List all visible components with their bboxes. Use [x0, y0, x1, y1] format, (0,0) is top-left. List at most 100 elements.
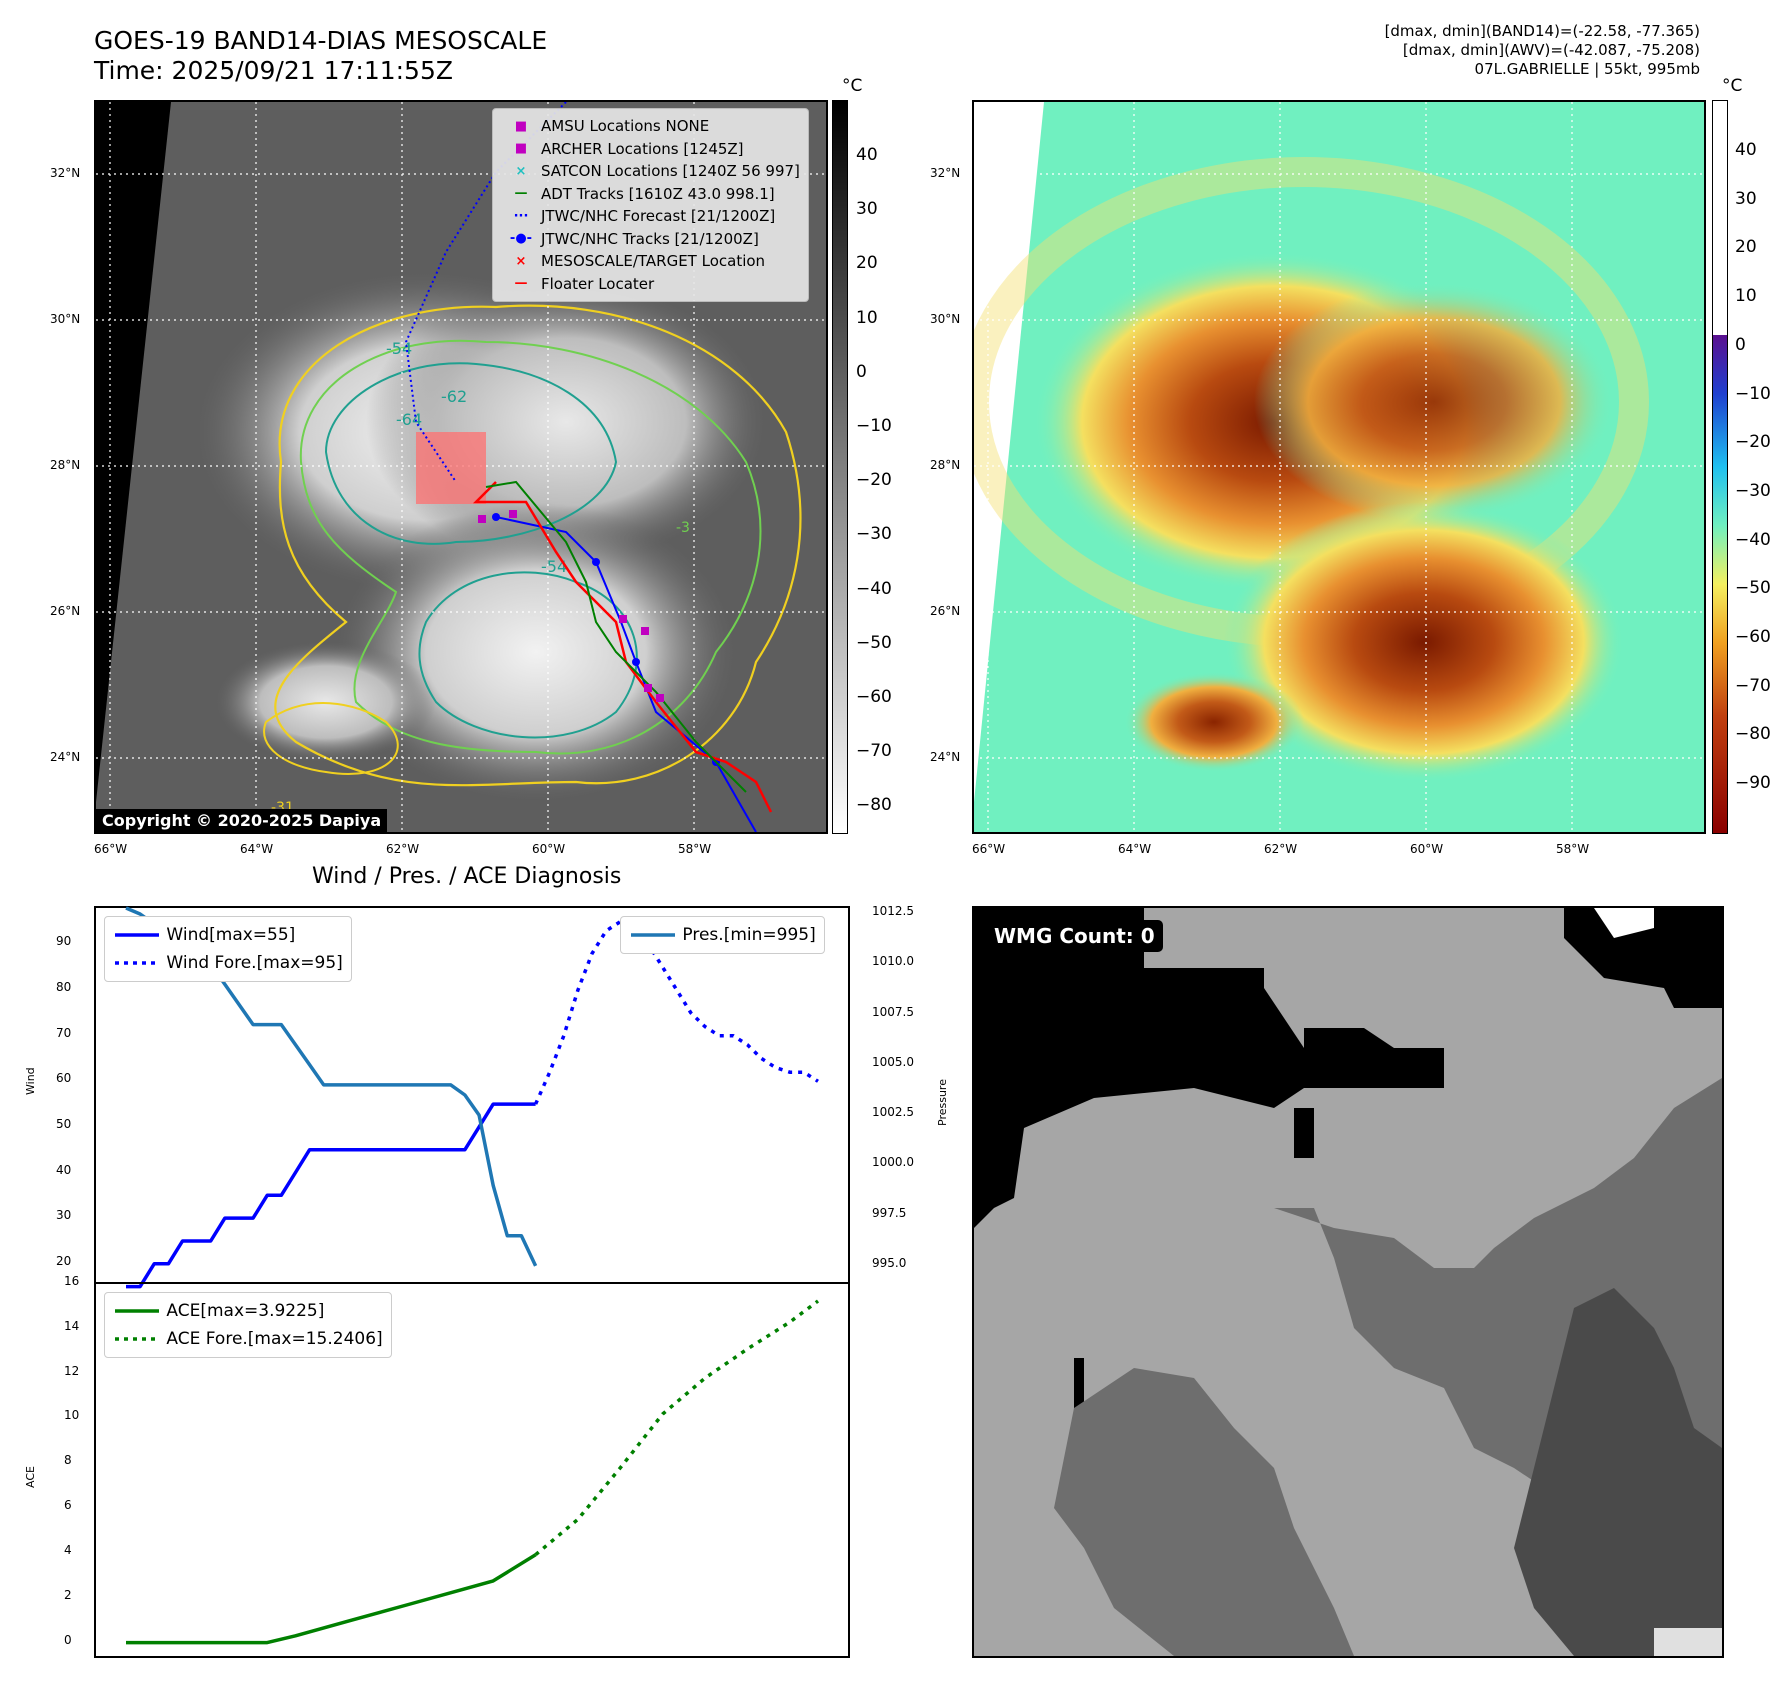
colorbar-tick-label: −50 — [1735, 578, 1771, 599]
wmg-black-ne — [1564, 908, 1722, 1008]
lon-label: 66°W — [972, 842, 1006, 856]
colorbar-tick-label: −80 — [1735, 724, 1771, 745]
gray-colorbar — [832, 100, 848, 834]
wind-pressure-chart: Wind[max=55] Wind Fore.[max=95] Pres.[mi… — [94, 906, 850, 1289]
dotted-line-icon — [115, 961, 159, 965]
lat-label: 32°N — [930, 166, 961, 180]
stats-awv: [dmax, dmin](AWV)=(-42.087, -75.208) — [1402, 41, 1700, 59]
lon-label: 58°W — [678, 842, 712, 856]
cross-icon: × — [515, 253, 527, 269]
wind-tick-label: 40 — [56, 1162, 72, 1177]
lat-label: 30°N — [50, 312, 81, 326]
legend-label: SATCON Locations [1240Z 56 997] — [541, 162, 800, 181]
wmg-count-label: WMG Count: 0 — [986, 920, 1163, 952]
legend-item: × MESOSCALE/TARGET Location — [501, 250, 800, 273]
wmg-darker-region — [1514, 1288, 1722, 1656]
colorbar-tick-label: −60 — [856, 687, 892, 707]
gray-colorbar-unit: °C — [842, 76, 863, 96]
contour-teal-north — [324, 362, 618, 545]
pressure-axis-label: Pressure — [936, 1079, 949, 1126]
lat-label: 26°N — [50, 604, 81, 618]
ir-gray-map: -54 -62 -64 -54 -31 -3 — [94, 100, 828, 834]
wind-tick-label: 30 — [56, 1208, 72, 1223]
colorbar-tick-label: 30 — [856, 199, 878, 220]
dotted-line-icon — [115, 1337, 159, 1341]
lon-label: 60°W — [1410, 842, 1444, 856]
ace-tick-label: 16 — [64, 1274, 80, 1288]
lat-label: 24°N — [50, 750, 81, 764]
colorbar-tick-label: 40 — [856, 145, 878, 165]
wind-tick-label: 20 — [56, 1253, 72, 1268]
colorbar-tick-label: −10 — [856, 416, 892, 436]
colorbar-tick-label: 10 — [1735, 286, 1757, 307]
color-colorbar-unit: °C — [1722, 76, 1743, 96]
line-icon: — — [514, 276, 528, 292]
pressure-tick-label: 1000.0 — [872, 1155, 914, 1170]
legend-item: — Floater Locater — [501, 273, 800, 296]
ace-tick-label: 14 — [64, 1318, 80, 1333]
ace-tick-label: 0 — [64, 1632, 72, 1647]
lon-label: 64°W — [240, 842, 274, 856]
legend-label: JTWC/NHC Forecast [21/1200Z] — [541, 207, 776, 226]
colorbar-tick-label: −20 — [856, 470, 892, 491]
wmg-white-patch — [1594, 908, 1654, 938]
contour-yellow-sw — [263, 702, 399, 775]
colorbar-tick-label: −30 — [1735, 480, 1771, 501]
ace-tick-label: 10 — [64, 1408, 80, 1423]
wind-tick-label: 80 — [56, 980, 72, 995]
ace-tick-label: 8 — [64, 1453, 72, 1468]
dotted-line-icon: ··· — [513, 208, 529, 224]
colorbar-tick-label: 30 — [1735, 188, 1757, 209]
contour-label-4: -54 — [541, 557, 567, 576]
no-data-region — [96, 102, 171, 802]
wind-tick-label: 60 — [56, 1071, 72, 1086]
color-colorbar — [1712, 100, 1728, 834]
stats-text: [dmax, dmin](BAND14)=(-22.58, -77.365) [… — [1385, 22, 1700, 79]
jtwc-point — [632, 658, 640, 666]
lon-label: 58°W — [1556, 842, 1590, 856]
stats-band14: [dmax, dmin](BAND14)=(-22.58, -77.365) — [1384, 22, 1700, 40]
colorbar-tick-label: −50 — [856, 632, 892, 653]
legend-label: ARCHER Locations [1245Z] — [541, 139, 744, 158]
jtwc-track — [495, 516, 757, 832]
colorbar-tick-label: −70 — [1735, 675, 1771, 696]
lat-label: 32°N — [50, 166, 81, 180]
pressure-tick-label: 1002.5 — [872, 1105, 914, 1120]
wind-axis-label: Wind — [24, 1067, 37, 1095]
color-map-grid — [974, 102, 1704, 832]
lon-label: 64°W — [1118, 842, 1152, 856]
wmg-canvas — [974, 908, 1722, 1656]
lon-label: 62°W — [386, 842, 420, 856]
legend-label: JTWC/NHC Tracks [21/1200Z] — [541, 229, 759, 248]
ace-tick-label: 4 — [64, 1542, 72, 1557]
series-line-0 — [126, 1102, 536, 1289]
wmg-black-north — [974, 908, 1444, 1228]
legend-label: ACE Fore.[max=15.2406] — [166, 1329, 383, 1349]
pressure-tick-label: 1007.5 — [872, 1004, 914, 1019]
series-line-1 — [533, 919, 819, 1105]
copyright-label: Copyright © 2020-2025 Dapiya — [96, 809, 388, 832]
archer-locations — [478, 510, 664, 702]
pressure-legend: Pres.[min=995] — [620, 916, 825, 954]
storm-info: 07L.GABRIELLE | 55kt, 995mb — [1474, 60, 1700, 78]
lat-label: 30°N — [930, 312, 961, 326]
diagnosis-title: Wind / Pres. / ACE Diagnosis — [312, 864, 622, 889]
colorbar-tick-label: −20 — [1735, 432, 1771, 453]
legend-label: ACE[max=3.9225] — [166, 1301, 325, 1321]
line-marker-icon: -●- — [509, 231, 533, 247]
square-icon: ■ — [514, 141, 528, 157]
jtwc-point — [592, 558, 600, 566]
lon-label: 66°W — [94, 842, 128, 856]
legend-item: ··· JTWC/NHC Forecast [21/1200Z] — [501, 205, 800, 228]
lon-label: 62°W — [1264, 842, 1298, 856]
figure-title: GOES-19 BAND14-DIAS MESOSCALE Time: 2025… — [94, 26, 547, 86]
colorbar-tick-label: 40 — [1735, 140, 1757, 160]
legend-label: Wind Fore.[max=95] — [166, 953, 343, 973]
square-icon: ■ — [514, 118, 528, 134]
lat-label: 24°N — [930, 750, 961, 764]
contour-label-1: -54 — [386, 339, 412, 358]
contour-yellow — [274, 304, 802, 787]
cold-cloud-south — [1224, 502, 1624, 782]
ace-plot — [126, 1299, 820, 1645]
legend-label: ADT Tracks [1610Z 43.0 998.1] — [541, 184, 775, 203]
